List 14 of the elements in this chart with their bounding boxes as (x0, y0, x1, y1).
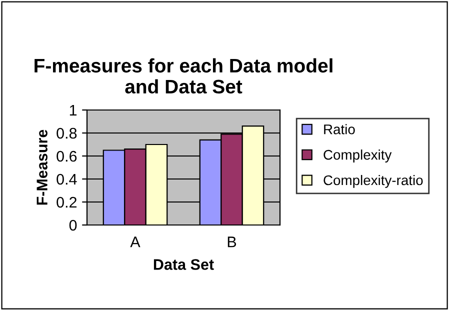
legend-label: Ratio (324, 124, 355, 134)
y-tick-label: 0.4 (56, 174, 77, 185)
y-tick-label: 1 (70, 105, 77, 116)
y-tick-label: 0 (69, 220, 77, 231)
x-tick-label: B (228, 236, 236, 248)
legend-label: Complexity (324, 150, 392, 162)
chart-title: F-measures for each Data model and Data Set (34, 58, 332, 94)
y-tick-label: 0.6 (56, 150, 77, 162)
y-tick-label: 0.2 (56, 196, 77, 208)
y-tick-label: 0.8 (56, 128, 77, 139)
y-axis-title: F-Measure (36, 130, 48, 205)
x-tick-label: A (130, 236, 140, 248)
legend-label: Complexity-ratio (324, 174, 423, 188)
x-axis-title: Data Set (154, 259, 214, 270)
